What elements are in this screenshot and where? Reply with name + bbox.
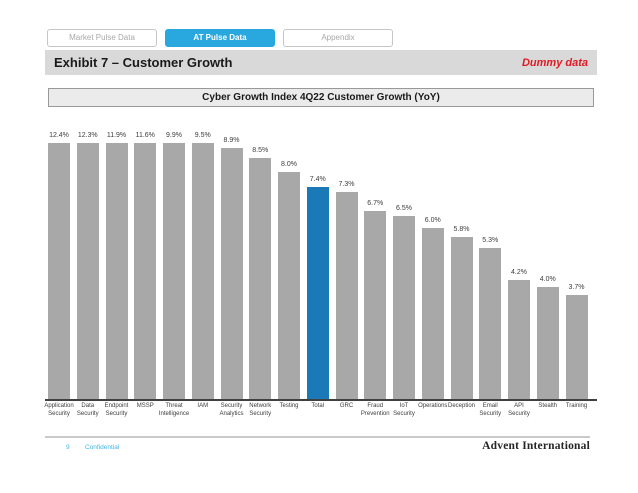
- bar-value-label-application-security: 12.4%: [49, 132, 69, 139]
- dummy-data-note: Dummy data: [521, 56, 588, 69]
- bar-category-label-total: Total: [311, 403, 325, 409]
- bar-network-security: [249, 158, 272, 399]
- footer-divider: [45, 436, 590, 438]
- bar-category-label-fraud-prevention: Fraud Prevention: [360, 403, 390, 417]
- bar-deception: [450, 237, 473, 399]
- bar-category-label-api-security: API Security: [508, 403, 530, 417]
- bar-category-label-data-security: Data Security: [76, 403, 99, 417]
- bar-category-label-testing: Testing: [279, 403, 299, 409]
- confidential-label: Confidential: [85, 444, 120, 451]
- bar-value-label-total: 7.4%: [309, 176, 326, 183]
- bar-endpoint-security: [105, 143, 128, 399]
- bar-value-label-operations: 6.0%: [424, 217, 441, 224]
- bar-category-label-training: Training: [565, 403, 588, 409]
- bar-value-label-threat-intelligence: 9.9%: [166, 132, 182, 139]
- bar-threat-intelligence: [163, 143, 185, 399]
- bar-value-label-iot-security: 6.5%: [396, 205, 412, 212]
- tab-market-pulse-data[interactable]: Market Pulse Data: [47, 29, 157, 47]
- x-axis-line: [45, 399, 597, 401]
- bar-stealth: [536, 287, 559, 399]
- bar-value-label-testing: 8.0%: [281, 161, 297, 168]
- bar-category-label-security-analytics: Security Analytics: [219, 403, 244, 417]
- advent-international-logo: Advent International: [482, 440, 590, 452]
- bar-value-label-iam: 9.5%: [194, 132, 211, 139]
- bar-value-label-email-security: 5.3%: [482, 237, 499, 244]
- page-number: 9: [66, 444, 70, 451]
- bar-security-analytics: [220, 148, 243, 399]
- exhibit-header-bar: Exhibit 7 – Customer Growth Dummy data: [45, 50, 597, 75]
- bar-grc: [335, 192, 358, 399]
- bar-category-label-network-security: Network Security: [249, 403, 272, 417]
- bar-value-label-network-security: 8.5%: [252, 147, 269, 154]
- bar-category-label-application-security: Application Security: [44, 403, 74, 417]
- tab-at-pulse-data[interactable]: AT Pulse Data: [165, 29, 275, 47]
- bar-data-security: [76, 143, 99, 399]
- bar-email-security: [479, 248, 502, 399]
- bar-category-label-stealth: Stealth: [538, 403, 558, 409]
- exhibit-title: Exhibit 7 – Customer Growth: [54, 55, 233, 70]
- bar-value-label-endpoint-security: 11.9%: [106, 132, 127, 139]
- bar-api-security: [508, 280, 530, 399]
- bar-iot-security: [393, 216, 415, 399]
- tab-appendix[interactable]: Appendix: [283, 29, 393, 47]
- bar-category-label-endpoint-security: Endpoint Security: [104, 403, 129, 417]
- bar-category-label-iot-security: IoT Security: [393, 403, 415, 417]
- bar-value-label-stealth: 4.0%: [539, 276, 556, 283]
- bar-value-label-security-analytics: 8.9%: [223, 137, 240, 144]
- chart-title: Cyber Growth Index 4Q22 Customer Growth …: [48, 88, 594, 107]
- bar-application-security: [48, 143, 70, 399]
- bar-value-label-training: 3.7%: [568, 284, 585, 291]
- bar-iam: [191, 143, 214, 399]
- bar-category-label-email-security: Email Security: [479, 403, 502, 417]
- bar-total: [306, 187, 329, 399]
- bar-value-label-api-security: 4.2%: [511, 269, 527, 276]
- bar-testing: [278, 172, 300, 399]
- bar-category-label-deception: Deception: [447, 403, 476, 409]
- bar-category-label-threat-intelligence: Threat Intelligence: [158, 403, 190, 417]
- bar-value-label-data-security: 12.3%: [77, 132, 98, 139]
- bar-value-label-deception: 5.8%: [453, 226, 470, 233]
- bar-value-label-fraud-prevention: 6.7%: [367, 200, 384, 207]
- bar-category-label-iam: IAM: [197, 403, 209, 409]
- bar-mssp: [134, 143, 157, 399]
- bar-category-label-operations: Operations: [418, 403, 448, 409]
- bar-category-label-mssp: MSSP: [136, 403, 154, 409]
- tab-bar: Market Pulse Data AT Pulse Data Appendix: [47, 29, 393, 47]
- bar-value-label-grc: 7.3%: [338, 181, 355, 188]
- bar-operations: [421, 228, 444, 399]
- bar-fraud-prevention: [364, 211, 387, 399]
- bar-category-label-grc: GRC: [339, 403, 354, 409]
- bar-value-label-mssp: 11.6%: [135, 132, 155, 139]
- bar-training: [565, 295, 588, 399]
